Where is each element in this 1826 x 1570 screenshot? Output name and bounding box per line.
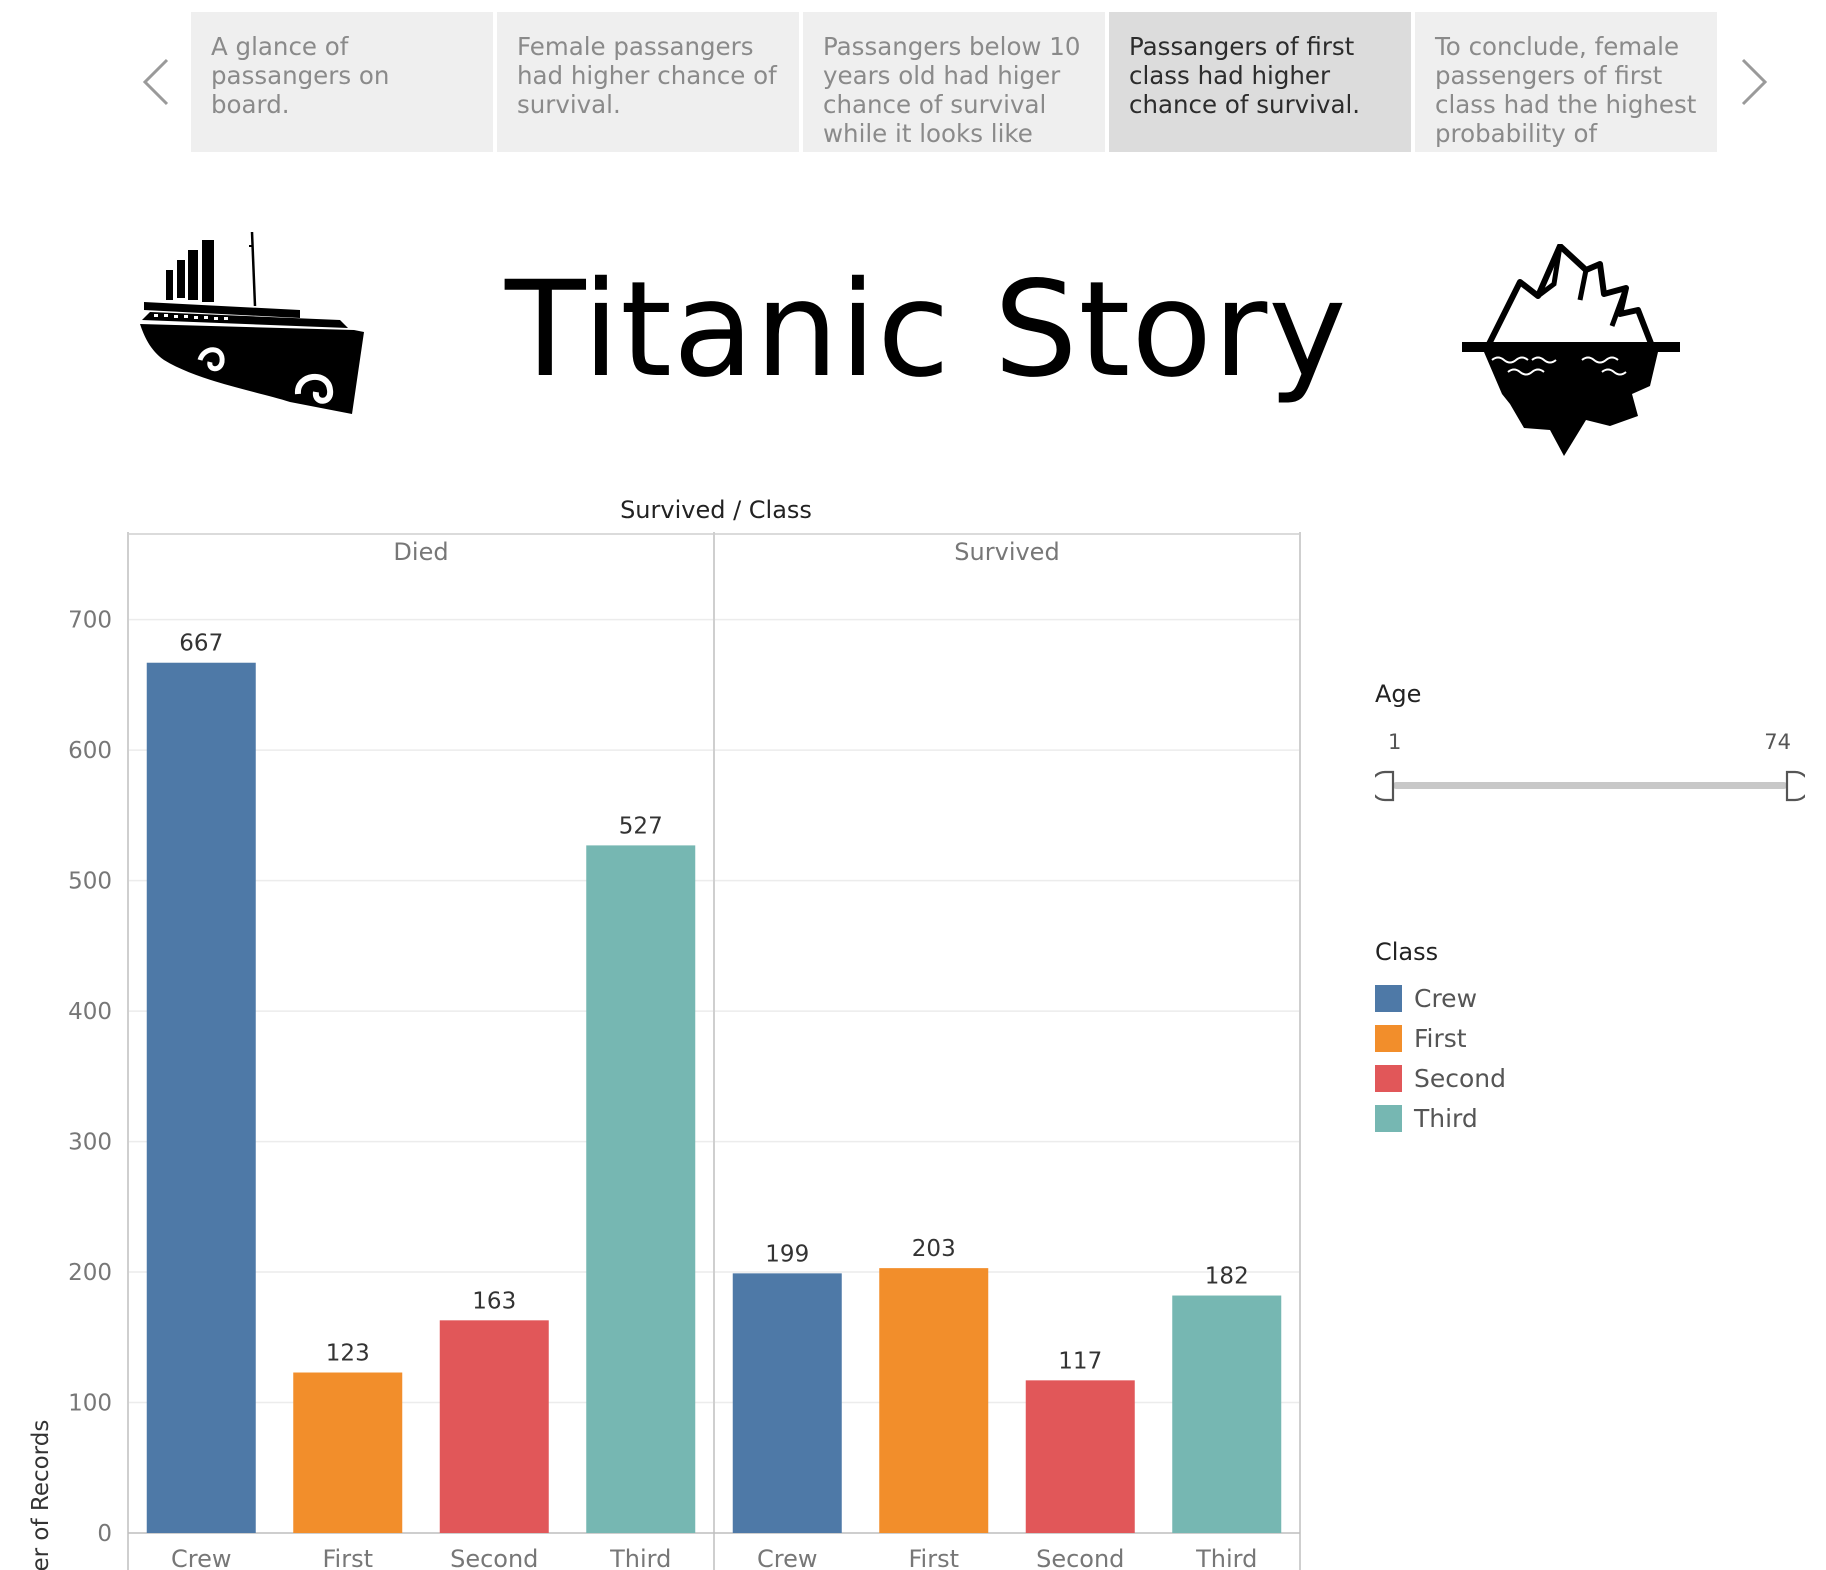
x-tick-label: Third [609,1545,671,1570]
story-point-caption: Passangers of first class had higher cha… [1129,32,1361,119]
story-point-caption: Passangers below 10 years old had higer … [823,32,1081,152]
story-point-caption: A glance of passangers on board. [211,32,390,119]
y-tick-label: 300 [68,1130,112,1156]
legend-item-first[interactable]: First [1375,1018,1675,1058]
bar-died-first[interactable] [293,1372,403,1533]
bar-survived-second[interactable] [1025,1380,1135,1533]
legend-label: Third [1414,1103,1478,1133]
bar-died-third[interactable] [586,845,696,1533]
y-tick-label: 200 [68,1260,112,1286]
data-label: 203 [912,1236,956,1262]
legend-label: Second [1414,1063,1507,1093]
age-filter-min-value: 1 [1388,730,1402,754]
age-filter-title: Age [1375,680,1422,708]
y-tick-label: 600 [68,738,112,764]
age-max-handle[interactable] [1785,770,1805,802]
titanic-ship-icon [140,232,364,414]
x-tick-label: First [322,1545,373,1570]
story-point-2[interactable]: Female passangers had higher chance of s… [497,12,799,152]
previous-story-point-button[interactable] [132,50,180,114]
bar-died-second[interactable] [439,1320,549,1533]
class-legend: Class Crew First Second Third [1375,938,1675,1138]
data-label: 527 [619,813,663,839]
chevron-right-icon [1741,58,1768,106]
x-tick-label: First [908,1545,959,1570]
y-tick-label: 700 [68,608,112,634]
y-tick-label: 400 [68,999,112,1025]
data-label: 163 [472,1288,516,1314]
bar-survived-first[interactable] [879,1268,989,1533]
data-labels: 667 123 163 527 199 203 117 182 [179,631,1248,1375]
story-point-1[interactable]: A glance of passangers on board. [191,12,493,152]
y-tick-label: 100 [68,1391,112,1417]
survival-by-class-chart: Survived / Class Number of Records Died S… [28,496,1301,1570]
age-filter: Age 1 74 [1375,680,1805,810]
iceberg-icon [1462,244,1680,456]
bar-survived-third[interactable] [1172,1295,1282,1533]
legend-item-second[interactable]: Second [1375,1058,1675,1098]
age-filter-max-value: 74 [1764,730,1791,754]
data-label: 123 [326,1341,370,1367]
bar-died-crew[interactable] [146,662,256,1533]
bars [146,662,1282,1533]
story-point-caption: Female passangers had higher chance of s… [517,32,777,119]
slider-track [1393,782,1787,789]
page-title: Titanic Story [505,253,1348,407]
y-axis-title: Number of Records [28,1420,54,1570]
y-axis-ticks: 0 100 200 300 400 500 600 700 [68,608,112,1547]
bar-survived-crew[interactable] [732,1273,842,1533]
legend-label: Crew [1414,983,1478,1013]
chevron-left-icon [142,58,169,106]
panel-header-survived: Survived [954,538,1059,566]
x-tick-label: Second [1036,1545,1124,1570]
x-axis-ticks: Crew First Second Third Crew First Second Third [171,1545,1257,1570]
legend-swatch [1375,984,1402,1012]
panel-header-died: Died [393,538,448,566]
next-story-point-button[interactable] [1730,50,1778,114]
legend-label: First [1414,1023,1467,1053]
legend-swatch [1375,1064,1402,1092]
legend-item-crew[interactable]: Crew [1375,978,1675,1018]
x-tick-label: Second [450,1545,538,1570]
data-label: 199 [765,1241,809,1267]
data-label: 182 [1205,1264,1249,1290]
legend-swatch [1375,1024,1402,1052]
story-point-5[interactable]: To conclude, female passengers of first … [1415,12,1717,152]
y-tick-label: 0 [97,1521,112,1547]
chart-column-header: Survived / Class [620,496,812,524]
age-min-handle[interactable] [1375,770,1395,802]
story-navigator: A glance of passangers on board. Female … [0,0,1826,160]
story-point-4[interactable]: Passangers of first class had higher cha… [1109,12,1411,152]
age-range-slider[interactable] [1375,766,1805,806]
x-tick-label: Crew [757,1545,818,1570]
story-point-3[interactable]: Passangers below 10 years old had higer … [803,12,1105,152]
y-tick-label: 500 [68,869,112,895]
x-tick-label: Third [1195,1545,1257,1570]
story-point-caption: To conclude, female passengers of first … [1435,32,1697,148]
legend-item-third[interactable]: Third [1375,1098,1675,1138]
legend-title: Class [1375,938,1439,966]
legend-swatch [1375,1104,1402,1132]
x-tick-label: Crew [171,1545,232,1570]
data-label: 667 [179,631,223,657]
panel-headers: Died Survived [393,538,1059,566]
data-label: 117 [1058,1348,1102,1374]
